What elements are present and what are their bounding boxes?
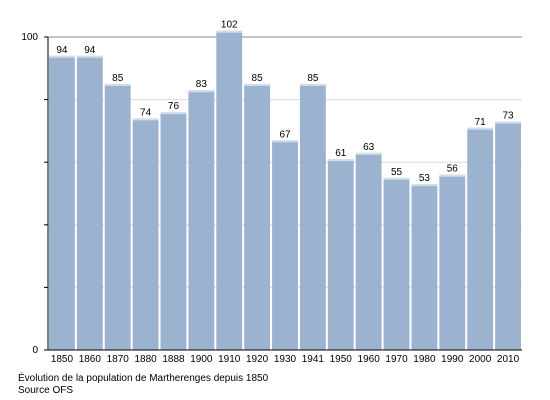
x-tick-label: 1888 (162, 354, 185, 365)
bar-highlight (244, 83, 271, 86)
bar (216, 30, 243, 351)
bar (104, 83, 131, 350)
bar-highlight (216, 30, 243, 33)
bar (411, 184, 438, 350)
x-tick-label: 1860 (79, 354, 102, 365)
x-tick-label: 1850 (51, 354, 74, 365)
chart-source: Source OFS (18, 385, 74, 396)
bar-highlight (495, 121, 521, 124)
data-label: 61 (335, 148, 347, 159)
chart-caption: Évolution de la population de Marthereng… (18, 373, 269, 384)
x-tick-label: 1930 (274, 354, 297, 365)
bar-highlight (299, 83, 326, 86)
x-tick-label: 2000 (469, 354, 492, 365)
bar (76, 55, 103, 350)
bar-highlight (327, 159, 354, 162)
bar (132, 118, 159, 350)
data-label: 74 (140, 107, 152, 118)
bar-highlight (132, 118, 159, 121)
bar (49, 55, 75, 350)
data-label: 67 (279, 129, 291, 140)
bar-highlight (188, 90, 215, 93)
data-label: 53 (419, 173, 431, 184)
data-label: 71 (475, 117, 487, 128)
x-tick-label: 1900 (190, 354, 213, 365)
data-label: 85 (307, 73, 319, 84)
axes: 0 100 1850 1860 1870 1880 1888 1900 1910 1920 1930… (21, 32, 522, 365)
bar (299, 83, 326, 350)
x-tick-label: 1970 (385, 354, 408, 365)
data-label: 94 (84, 45, 96, 56)
data-label: 55 (391, 167, 403, 178)
data-labels: 94 94 85 74 76 83 102 85 67 85 61 63 55 53 56 71 73 (56, 20, 514, 184)
bar-highlight (104, 83, 131, 86)
y-tick-label: 100 (21, 32, 38, 43)
data-label: 63 (363, 142, 375, 153)
data-label: 83 (196, 79, 208, 90)
bar-highlight (272, 140, 298, 143)
x-tick-label: 1980 (413, 354, 436, 365)
bar-highlight (355, 152, 382, 155)
x-tick-label: 1960 (358, 354, 381, 365)
x-tick-label: 2010 (497, 354, 520, 365)
bar (327, 159, 354, 350)
bar-highlight (383, 177, 410, 180)
bar-highlight (411, 184, 438, 187)
bar (439, 174, 466, 350)
data-label: 85 (252, 73, 264, 84)
bar-highlight (439, 174, 466, 177)
bar (383, 177, 410, 350)
bar-highlight (160, 112, 187, 115)
x-tick-label: 1950 (330, 354, 353, 365)
bars (49, 30, 521, 351)
bar (355, 152, 382, 350)
bar-highlight (49, 55, 75, 58)
data-label: 73 (502, 111, 514, 122)
bar-highlight (76, 55, 103, 58)
data-label: 56 (447, 164, 459, 175)
y-tick-label: 0 (32, 345, 38, 356)
bar (495, 121, 521, 350)
bar (160, 112, 187, 351)
x-tick-label: 1990 (441, 354, 464, 365)
x-tick-label: 1870 (107, 354, 130, 365)
x-tick-label: 1941 (302, 354, 325, 365)
data-label: 94 (56, 45, 68, 56)
bar (244, 83, 271, 350)
data-label: 102 (221, 20, 238, 31)
bar (272, 140, 298, 350)
x-tick-label: 1910 (218, 354, 241, 365)
bar (188, 90, 215, 351)
x-tick-label: 1880 (134, 354, 157, 365)
data-label: 85 (112, 73, 124, 84)
bar (467, 127, 494, 351)
x-tick-label: 1920 (246, 354, 269, 365)
bar-highlight (467, 127, 494, 130)
data-label: 76 (168, 101, 180, 112)
